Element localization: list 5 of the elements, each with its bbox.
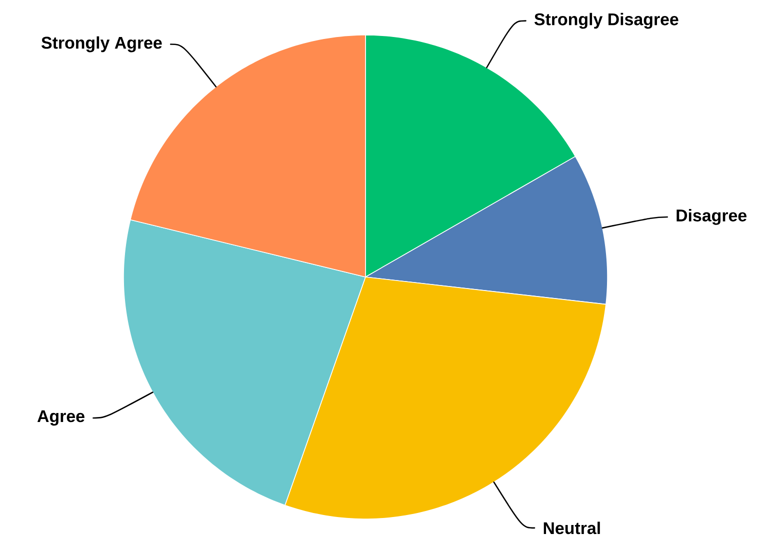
slice-label: Neutral [544,522,600,534]
slice-label: Strongly Disagree [534,12,678,29]
slice-label: Agree [37,410,84,426]
slice-label: Disagree [676,209,747,225]
slice-label: Strongly Agree [41,36,162,52]
